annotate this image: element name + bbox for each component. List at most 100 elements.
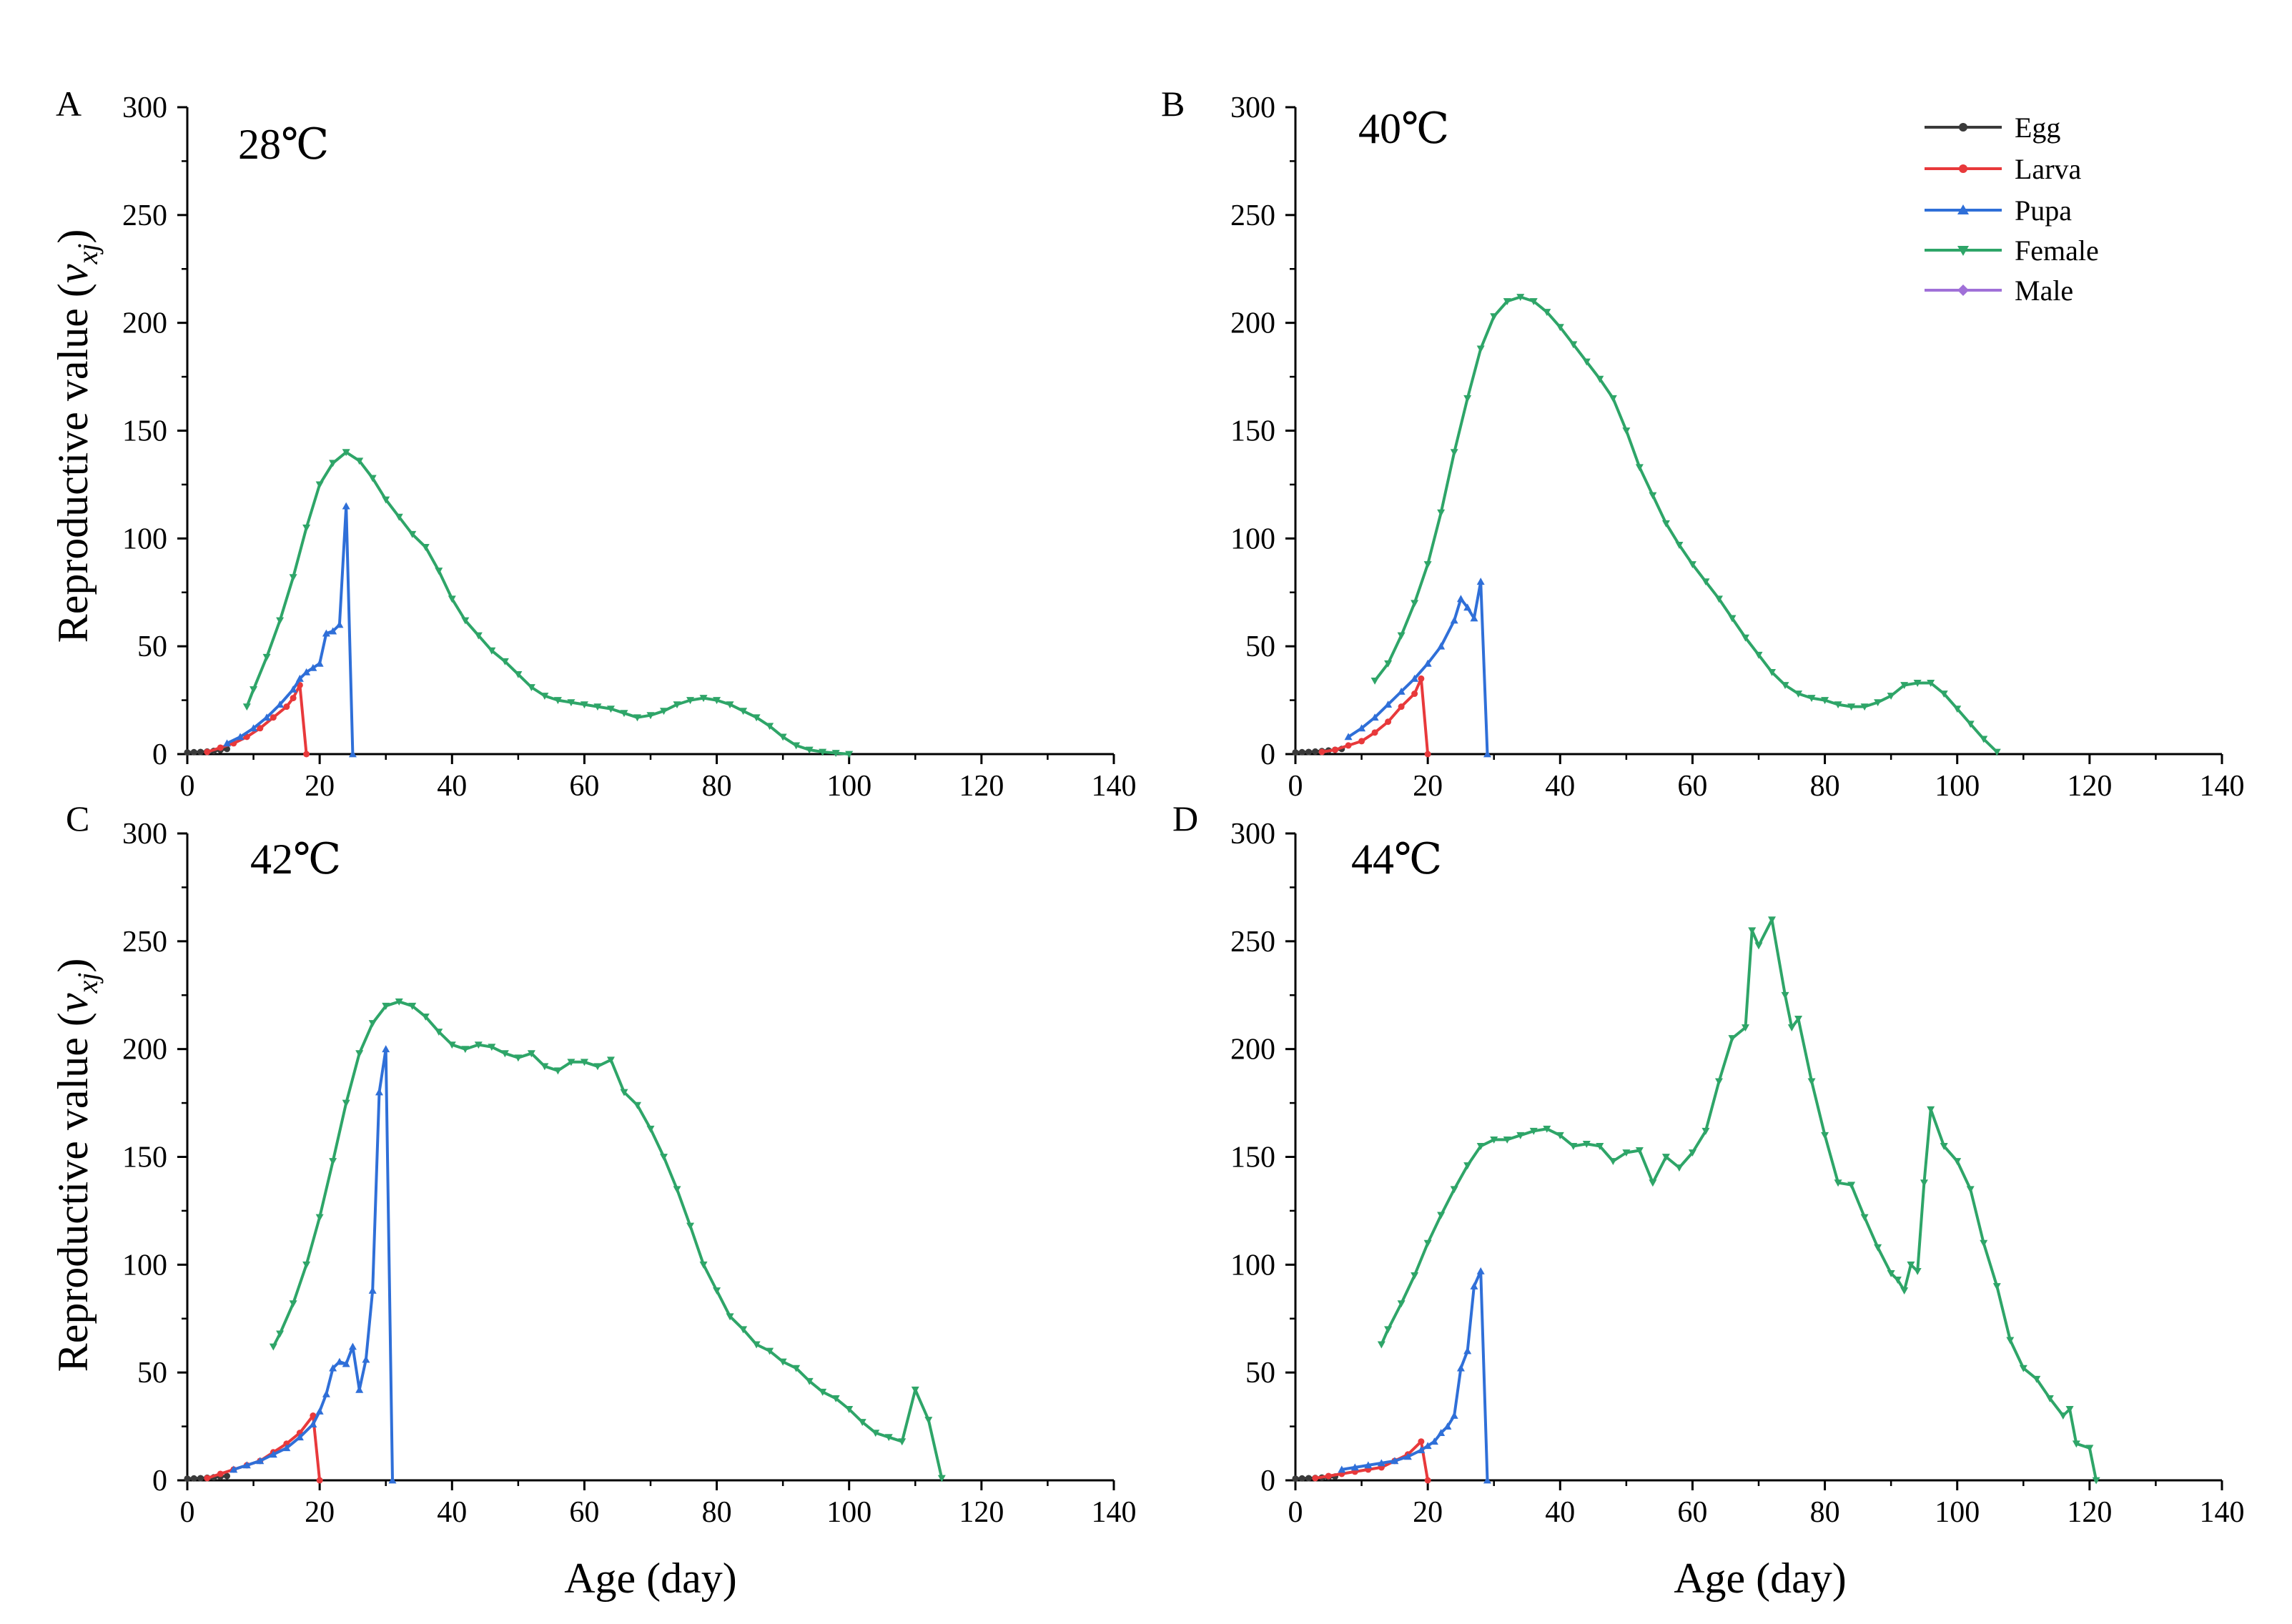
panel-c-female-point — [673, 1186, 681, 1194]
panel-b-larva-point — [1345, 742, 1352, 749]
panel-b-female-point — [1940, 690, 1948, 698]
panel-a-y-tick-label: 50 — [137, 630, 167, 663]
legend-label-egg: Egg — [2015, 112, 2060, 144]
panel-c-female-point — [805, 1377, 814, 1385]
panel-d-female-point — [2085, 1445, 2094, 1452]
panel-c-female-point — [567, 1059, 576, 1066]
panel-b-female-point — [1754, 651, 1763, 659]
panel-b-x-tick-label: 120 — [2067, 770, 2112, 803]
panel-b-female-point — [1384, 660, 1393, 668]
panel-d-pupa-point — [1390, 1457, 1399, 1465]
panel-a-pupa-point — [309, 663, 317, 671]
panel-b-y-tick-label: 50 — [1245, 630, 1275, 663]
panel-a-female-point — [553, 697, 562, 705]
panel-c-female-point — [342, 1099, 350, 1107]
panel-b-larva-point — [1418, 675, 1425, 682]
panel-d-female-point — [1649, 1179, 1657, 1187]
panel-letter-b: B — [1161, 84, 1185, 124]
panel-c-female-point — [500, 1050, 509, 1058]
panel-c-female-point — [269, 1343, 277, 1351]
panel-b-female-point — [1543, 309, 1551, 317]
panel-b-female-point — [1516, 294, 1525, 301]
panel-d-female-point — [1529, 1127, 1538, 1135]
panel-a-female-point — [699, 695, 708, 703]
panel-c-female-point — [660, 1154, 668, 1161]
panel-c-female-point — [276, 1330, 285, 1338]
panel-c-female-point — [461, 1046, 470, 1054]
panel-a-female-point — [792, 742, 801, 750]
panel-c-female-point — [911, 1386, 919, 1394]
legend-item-egg: Egg — [1925, 112, 2060, 144]
panel-a-x-tick-label: 0 — [180, 770, 195, 803]
panel-c-series-pupa — [229, 1045, 397, 1484]
panel-letter-a: A — [56, 84, 81, 124]
panel-b-female-point — [1834, 701, 1842, 709]
panel-b-y-tick-label: 0 — [1260, 738, 1275, 771]
panel-a-larva-point — [270, 714, 277, 721]
panel-a-egg-point — [197, 748, 204, 756]
panel-b-female-point — [1900, 682, 1909, 689]
panel-c-female-point — [633, 1101, 641, 1109]
panel-b-pupa-point — [1384, 700, 1393, 708]
panel-d-female-point — [1397, 1300, 1406, 1308]
panel-b-female-point — [1675, 541, 1684, 549]
panel-d-female-point — [2006, 1337, 2015, 1345]
panel-c-pupa-point — [335, 1357, 344, 1365]
panel-d-female-point — [1794, 1016, 1803, 1023]
panel-d-female-point — [1635, 1147, 1644, 1154]
panel-b-female-point — [1860, 703, 1869, 711]
panel-a-pupa-point — [329, 627, 337, 635]
panel-a-larva-point — [290, 695, 297, 702]
panel-b-pupa-point — [1358, 724, 1366, 732]
panel-a-x-tick-label: 140 — [1092, 770, 1137, 803]
panel-c-female-point — [646, 1125, 655, 1133]
panel-b-pupa-point — [1423, 659, 1432, 667]
panel-b-pupa-point — [1470, 614, 1478, 622]
panel-c-female-point — [421, 1014, 430, 1021]
panel-c-female-point — [898, 1438, 907, 1446]
panel-c-female-point — [686, 1222, 695, 1230]
panel-b-egg-point — [1312, 748, 1319, 755]
panel-d-pupa-point — [1417, 1446, 1426, 1454]
panel-b-y-tick-label: 300 — [1230, 91, 1275, 124]
x-axis-title-right: Age (day) — [1674, 1555, 1847, 1602]
panel-d-female-point — [1847, 1182, 1856, 1189]
panel-d-female-point — [1423, 1239, 1432, 1247]
legend: Egg Larva Pupa Female Male — [1925, 112, 2099, 307]
panel-b-pupa-point — [1463, 603, 1472, 611]
panel-c-series-female — [269, 998, 946, 1482]
panel-d-female-point — [1992, 1283, 2001, 1290]
panel-b-larva-point — [1398, 703, 1405, 710]
panel-d-female-point — [1661, 1154, 1670, 1161]
panel-d-female-point — [1781, 991, 1789, 999]
panel-c-x-tick-label: 40 — [437, 1496, 467, 1529]
legend-marker-larva — [1959, 164, 1967, 173]
panel-a-x-tick-label: 120 — [959, 770, 1004, 803]
panel-d-female-point — [2019, 1365, 2027, 1372]
panel-b-x-tick-label: 40 — [1545, 770, 1575, 803]
panel-b-y-tick-label: 200 — [1230, 307, 1275, 340]
panel-b-x-tick-label: 20 — [1413, 770, 1443, 803]
panel-c-larva-point — [204, 1475, 211, 1482]
panel-b-pupa-point — [1437, 642, 1446, 650]
panel-d-pupa-point — [1377, 1459, 1385, 1467]
panel-d-female-point — [1437, 1212, 1446, 1219]
panel-d-female-point — [1893, 1277, 1902, 1284]
panel-d-female-point — [1953, 1158, 1962, 1166]
panel-d-larva-point — [1418, 1438, 1425, 1445]
panel-a-larva-point — [257, 725, 264, 732]
panel-c-female-line — [272, 1000, 944, 1479]
panel-b-pupa-point — [1397, 688, 1406, 695]
panel-b-larva-point — [1371, 729, 1378, 736]
panel-a-female-point — [242, 703, 251, 711]
panel-c-pupa-point — [382, 1045, 390, 1053]
panel-c-x-tick-label: 20 — [305, 1496, 335, 1529]
panel-b-larva-point — [1411, 690, 1418, 698]
panel-d-female-point — [1860, 1214, 1869, 1222]
panel-b-female-point — [1980, 736, 1988, 743]
panel-b-female-point — [1794, 690, 1803, 698]
panel-d-female-point — [2032, 1375, 2041, 1383]
panel-b-female-point — [1781, 682, 1789, 689]
panel-c-female-point — [435, 1029, 443, 1036]
panel-c-larva-point — [310, 1412, 317, 1419]
